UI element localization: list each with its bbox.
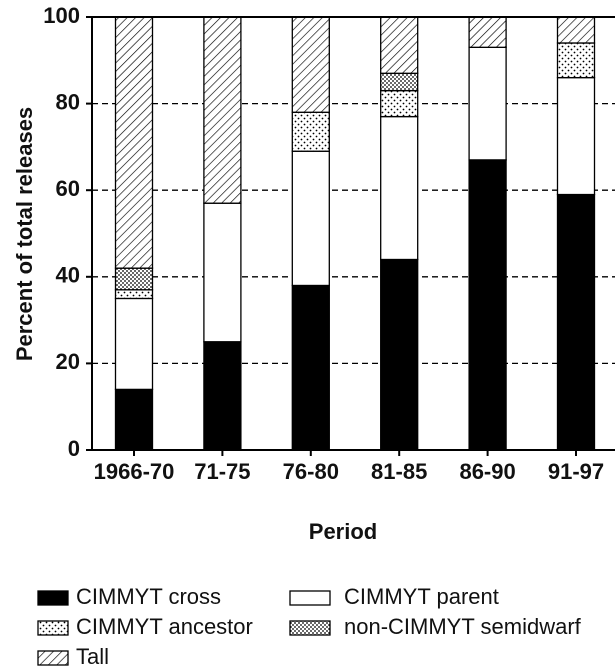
bar-segment	[380, 72, 419, 92]
legend-swatch	[289, 590, 331, 606]
legend-label: non-CIMMYT semidwarf	[344, 614, 582, 639]
y-tick-label: 0	[68, 436, 80, 461]
bar-segment	[203, 341, 242, 451]
legend-label: Tall	[76, 644, 109, 669]
bar-segment	[203, 202, 242, 343]
bar-segment	[556, 42, 596, 79]
y-tick-label: 80	[56, 89, 80, 114]
bar-segment	[556, 193, 596, 451]
legend-swatch	[37, 590, 69, 606]
bar-segment	[380, 16, 419, 74]
bar-segment	[114, 388, 154, 451]
bar-segment	[291, 284, 330, 451]
bar-segment	[468, 159, 507, 451]
bar-segment	[291, 150, 330, 287]
bar-segment	[114, 267, 154, 291]
y-axis-label: Percent of total releases	[12, 107, 37, 361]
x-tick-label: 71-75	[194, 459, 250, 484]
y-tick-label: 20	[56, 349, 80, 374]
x-axis-label: Period	[309, 519, 377, 544]
legend-swatch	[289, 620, 331, 636]
bar-segment	[556, 76, 596, 196]
bar-segment	[114, 289, 154, 300]
legend-swatch	[37, 650, 69, 666]
bar-segment	[114, 297, 154, 391]
bar-segment	[114, 16, 154, 269]
x-tick-label: 76-80	[283, 459, 339, 484]
x-tick-label: 81-85	[371, 459, 427, 484]
legend-label: CIMMYT cross	[76, 584, 221, 609]
x-tick-label: 86-90	[459, 459, 515, 484]
bar-segment	[380, 115, 419, 261]
y-tick-label: 40	[56, 263, 80, 288]
bar-segment	[291, 111, 330, 152]
x-tick-label: 91-97	[548, 459, 604, 484]
bar-segment	[380, 258, 419, 451]
bar-segment	[380, 89, 419, 118]
legend-swatch	[37, 620, 69, 636]
y-tick-label: 100	[43, 3, 80, 28]
legend-label: CIMMYT ancestor	[76, 614, 253, 639]
legend-label: CIMMYT parent	[344, 584, 499, 609]
x-tick-label: 1966-70	[94, 459, 175, 484]
bar-segment	[468, 16, 507, 48]
bar-segment	[556, 16, 596, 44]
bar-segment	[468, 46, 507, 161]
y-tick-label: 60	[56, 176, 80, 201]
bar-segment	[291, 16, 330, 113]
bar-segment	[203, 16, 242, 204]
